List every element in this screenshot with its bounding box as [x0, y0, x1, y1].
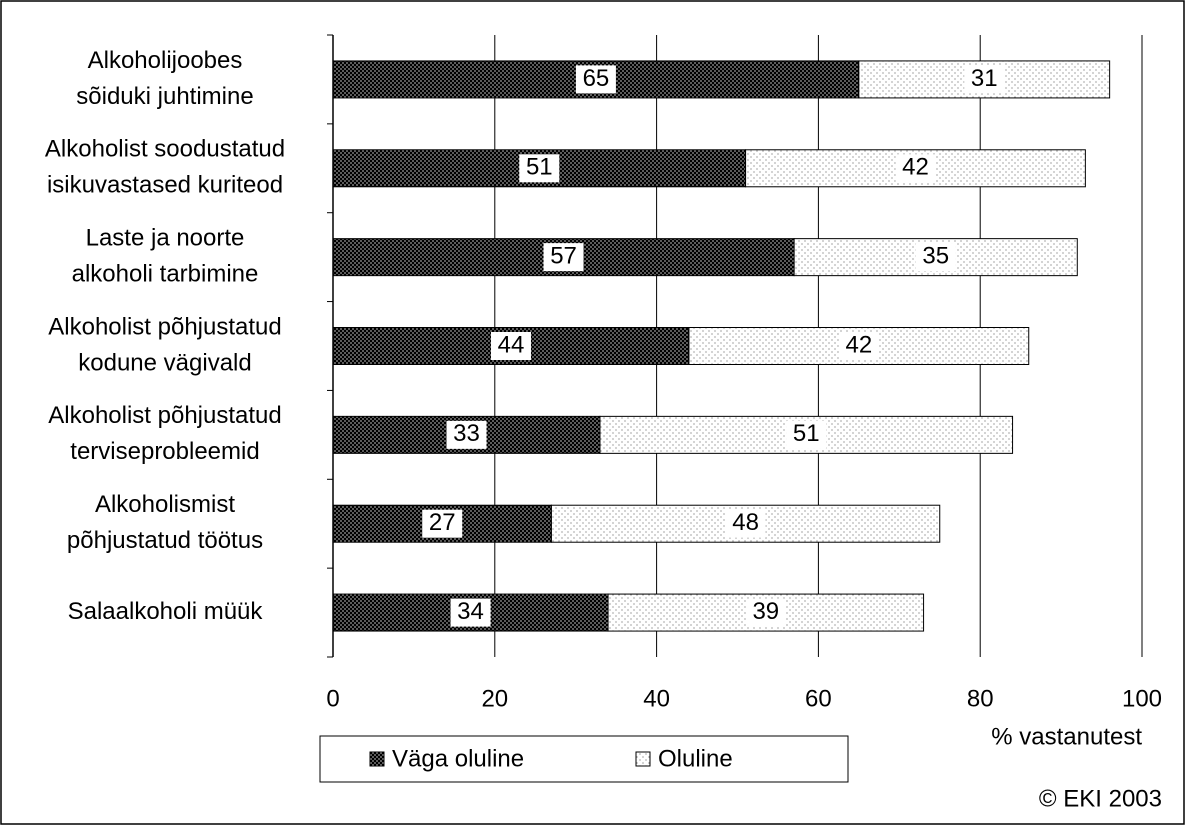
x-tick-label: 100 [1122, 685, 1162, 712]
x-tick-label: 20 [481, 685, 508, 712]
y-tick-label: Alkoholist soodustatud [45, 136, 285, 163]
legend-swatch [635, 751, 651, 767]
y-tick-label: isikuvastased kuriteod [47, 172, 283, 199]
y-tick-label: Laste ja noorte [86, 224, 245, 251]
value-label-bg [838, 332, 879, 360]
value-label-bg [915, 243, 956, 272]
legend-label: Oluline [658, 745, 733, 772]
value-label: 34 [457, 598, 484, 625]
value-label: 39 [752, 598, 779, 625]
y-tick-label: Salaalkoholi müük [68, 598, 264, 625]
value-label: 51 [526, 154, 553, 181]
y-tick-label: Alkoholist põhjustatud [48, 313, 281, 340]
value-label-bg [450, 598, 491, 627]
annotation: © EKI 2003 [1039, 785, 1162, 812]
x-tick-label: 80 [967, 685, 994, 712]
value-label-bg [725, 509, 766, 538]
y-tick-label: terviseprobleemid [70, 438, 259, 465]
y-tick-label: Alkoholismist [95, 491, 235, 518]
value-label-bg [745, 598, 786, 627]
x-tick-label: 0 [326, 685, 339, 712]
legend-box [319, 735, 849, 783]
y-tick-label: põhjustatud töötus [67, 527, 263, 554]
value-label-bg [490, 332, 531, 360]
value-label: 42 [845, 331, 872, 358]
value-label: 27 [429, 509, 456, 536]
value-label: 31 [971, 65, 998, 92]
value-label: 35 [922, 242, 949, 269]
y-tick-label: Alkoholijoobes [88, 47, 243, 74]
value-label-bg [422, 509, 463, 538]
value-label-bg [446, 420, 487, 449]
y-tick-label: kodune vägivald [78, 349, 251, 376]
value-label-bg [964, 65, 1005, 94]
value-label-bg [575, 65, 616, 94]
value-label: 51 [793, 420, 820, 447]
value-label: 48 [732, 509, 759, 536]
y-tick-label: Alkoholist põhjustatud [48, 402, 281, 429]
legend-label: Väga oluline [392, 745, 524, 772]
y-tick-label: sõiduki juhtimine [76, 83, 253, 110]
value-label-bg [543, 243, 584, 272]
value-label-bg [895, 154, 936, 183]
value-label-bg [786, 420, 827, 449]
value-label: 57 [550, 242, 577, 269]
y-tick-label: alkoholi tarbimine [72, 260, 259, 287]
x-axis-label: % vastanutest [991, 723, 1142, 750]
x-tick-label: 60 [805, 685, 832, 712]
value-label: 42 [902, 154, 929, 181]
value-label: 33 [453, 420, 480, 447]
x-tick-label: 40 [643, 685, 670, 712]
value-label: 65 [583, 65, 610, 92]
legend-swatch [369, 751, 385, 767]
value-label-bg [519, 154, 560, 183]
value-label: 44 [498, 331, 525, 358]
